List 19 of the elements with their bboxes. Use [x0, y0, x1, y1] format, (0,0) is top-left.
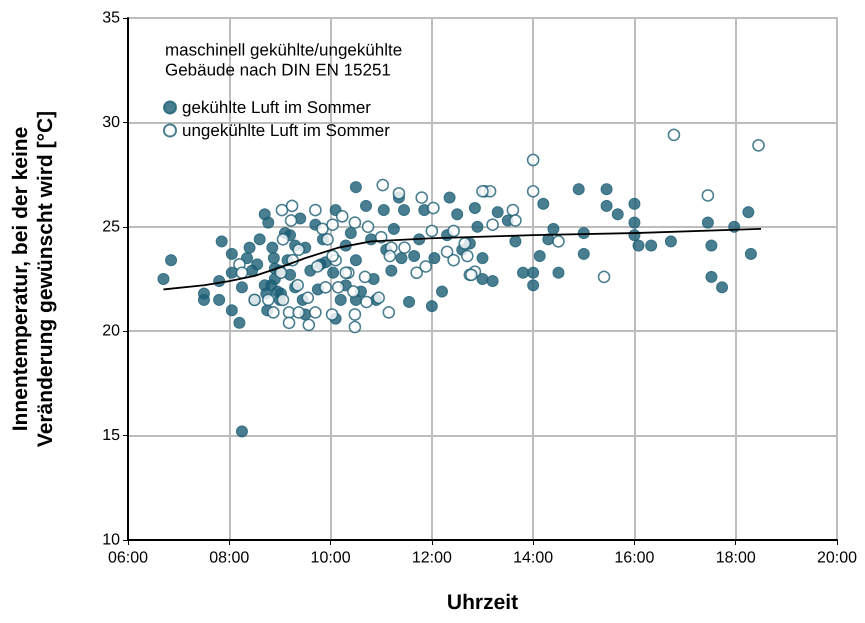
x-tick-label: 12:00 [412, 550, 452, 566]
x-tick-label: 18:00 [716, 550, 756, 566]
legend-label: gekühlte Luft im Sommer [182, 98, 372, 117]
y-tick-label: 35 [102, 10, 120, 26]
y-tick-label: 10 [102, 532, 120, 548]
x-tick-label: 14:00 [513, 550, 554, 566]
y-tick-label: 20 [102, 322, 120, 340]
x-tick-label: 16:00 [614, 550, 655, 566]
legend-title: maschinell gekühlte/ungekühlte Gebäude nach DIN EN 15251 [165, 40, 402, 80]
legend-label: ungekühlte Luft im Sommer [182, 121, 390, 140]
y-tick-label: 30 [102, 114, 120, 131]
y-axis-title: Innentemperatur, bei der keine Veränderung gewünscht wird [°C] [9, 110, 57, 448]
x-tick-label: 08:00 [209, 550, 250, 566]
x-tick-label: 06:00 [108, 550, 148, 566]
x-tick-label: 20:00 [816, 550, 858, 566]
x-tick-label: 10:00 [310, 550, 351, 566]
y-tick-label: 25 [102, 218, 120, 236]
x-axis-title: Uhrzeit [446, 591, 518, 614]
y-tick-label: 15 [102, 427, 120, 444]
